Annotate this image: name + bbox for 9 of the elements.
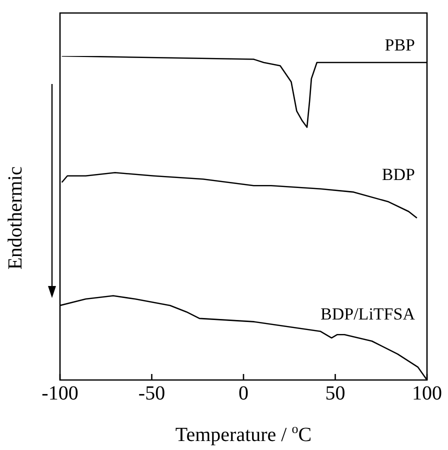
x-tick-label: -50 <box>138 382 166 404</box>
series-label: PBP <box>384 35 415 54</box>
series-label: BDP/LiTFSA <box>320 304 416 324</box>
x-tick-label: 0 <box>238 382 248 404</box>
x-tick-label: -100 <box>42 382 78 404</box>
y-axis-title: Endothermic <box>4 166 26 270</box>
x-tick-label: 50 <box>325 382 346 404</box>
x-tick-label: 100 <box>412 382 442 404</box>
series-label: BDP <box>382 165 415 184</box>
